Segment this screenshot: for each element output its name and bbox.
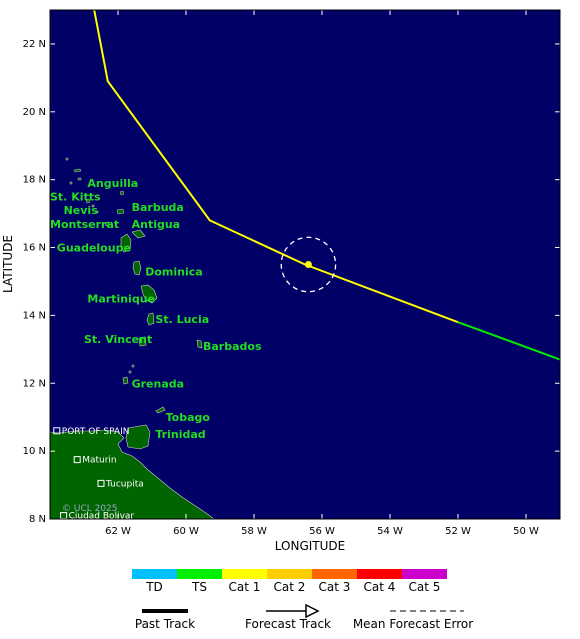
- barbados-island: [196, 339, 203, 349]
- x-tick-label: 60 W: [173, 526, 199, 537]
- st-vincent-island: [138, 336, 147, 347]
- category-label: TD: [145, 580, 163, 594]
- past-track-line: [457, 321, 560, 361]
- storm-track: [93, 10, 560, 361]
- antigua-island: [116, 208, 125, 215]
- city-marker: [53, 427, 61, 435]
- y-tick-label: 10 N: [23, 446, 46, 457]
- category-swatch: [312, 569, 357, 579]
- island-label: St. Kitts: [50, 191, 101, 204]
- island-label: Anguilla: [87, 177, 138, 190]
- city-label: Tucupita: [105, 479, 144, 489]
- category-label: TS: [191, 580, 207, 594]
- city-label: PORT OF SPAIN: [62, 427, 130, 437]
- x-tick-label: 50 W: [513, 526, 539, 537]
- forecast-track-key-label: Forecast Track: [245, 617, 331, 631]
- forecast-error-circle: [280, 236, 337, 293]
- axis-tick-labels: 62 W 60 W 58 W 56 W 54 W 52 W 50 W 22 N 20 N 18 N…: [23, 39, 539, 537]
- island-label: St. Lucia: [155, 313, 209, 326]
- y-tick-label: 22 N: [23, 39, 46, 50]
- land-layer: [50, 157, 215, 519]
- dominica-island: [132, 260, 142, 276]
- category-label: Cat 2: [274, 580, 306, 594]
- y-tick-label: 14 N: [23, 310, 46, 321]
- current-position-marker: [304, 261, 312, 268]
- grenadines-islets: [128, 364, 135, 374]
- island-label: Montserrat: [50, 218, 119, 231]
- x-tick-label: 58 W: [241, 526, 267, 537]
- martinique-island: [140, 284, 158, 304]
- forecast-track-key-arrow: [305, 603, 320, 619]
- st-lucia-island: [146, 312, 155, 326]
- category-swatch: [222, 569, 267, 579]
- category-swatch: [402, 569, 447, 579]
- x-tick-label: 56 W: [309, 526, 335, 537]
- island-label: Grenada: [132, 377, 184, 390]
- city-marker: [97, 479, 105, 487]
- island-label: Martinique: [87, 292, 155, 305]
- plot-frame: [49, 9, 561, 520]
- anguilla-islands: [65, 157, 82, 185]
- montserrat-island: [104, 221, 110, 227]
- island-label: Trinidad: [155, 428, 205, 441]
- trinidad-island: [125, 424, 151, 450]
- city-marker: [73, 456, 81, 464]
- island-label: Nevis: [64, 204, 99, 217]
- city-label: Ciudad Bolivar: [69, 512, 135, 522]
- category-swatch: [132, 569, 177, 579]
- past-track-key-label: Past Track: [135, 617, 195, 631]
- island-label: Barbados: [203, 340, 262, 353]
- island-label: Antigua: [132, 218, 181, 231]
- barbuda-island: [119, 190, 125, 196]
- category-legend: TD TS Cat 1 Cat 2 Cat 3 Cat 4 Cat 5: [132, 569, 447, 594]
- y-tick-label: 8 N: [29, 514, 46, 525]
- city-label: Maturin: [82, 456, 116, 466]
- category-swatch: [177, 569, 222, 579]
- island-label: Dominica: [145, 265, 202, 278]
- category-label: Cat 4: [364, 580, 396, 594]
- island-label: Tobago: [166, 411, 211, 424]
- track-key-legend: Past Track Forecast Track Mean Forecast …: [135, 603, 473, 631]
- category-label: Cat 3: [319, 580, 351, 594]
- x-axis-title: LONGITUDE: [275, 539, 345, 553]
- venezuela-landmass: [50, 429, 215, 519]
- category-label: Cat 1: [229, 580, 261, 594]
- copyright-label: © UCL 2025: [62, 504, 118, 514]
- island-label: St. Vincent: [84, 333, 152, 346]
- y-tick-label: 12 N: [23, 378, 46, 389]
- x-tick-label: 62 W: [105, 526, 131, 537]
- y-tick-label: 16 N: [23, 243, 46, 254]
- category-label: Cat 5: [409, 580, 441, 594]
- x-tick-label: 52 W: [445, 526, 471, 537]
- tobago-island: [155, 406, 166, 414]
- y-tick-label: 18 N: [23, 175, 46, 186]
- category-swatch: [357, 569, 402, 579]
- st-kitts-nevis-islands: [85, 198, 99, 214]
- category-swatch: [267, 569, 312, 579]
- y-axis-title: LATITUDE: [1, 235, 15, 293]
- grenada-island: [122, 376, 129, 385]
- y-tick-label: 20 N: [23, 107, 46, 118]
- x-tick-label: 54 W: [377, 526, 403, 537]
- mean-error-key-label: Mean Forecast Error: [353, 617, 473, 631]
- island-label: Barbuda: [132, 201, 184, 214]
- forecast-track-line: [93, 10, 459, 324]
- island-label: Guadeloupe: [57, 242, 131, 255]
- guadeloupe-island: [120, 229, 146, 253]
